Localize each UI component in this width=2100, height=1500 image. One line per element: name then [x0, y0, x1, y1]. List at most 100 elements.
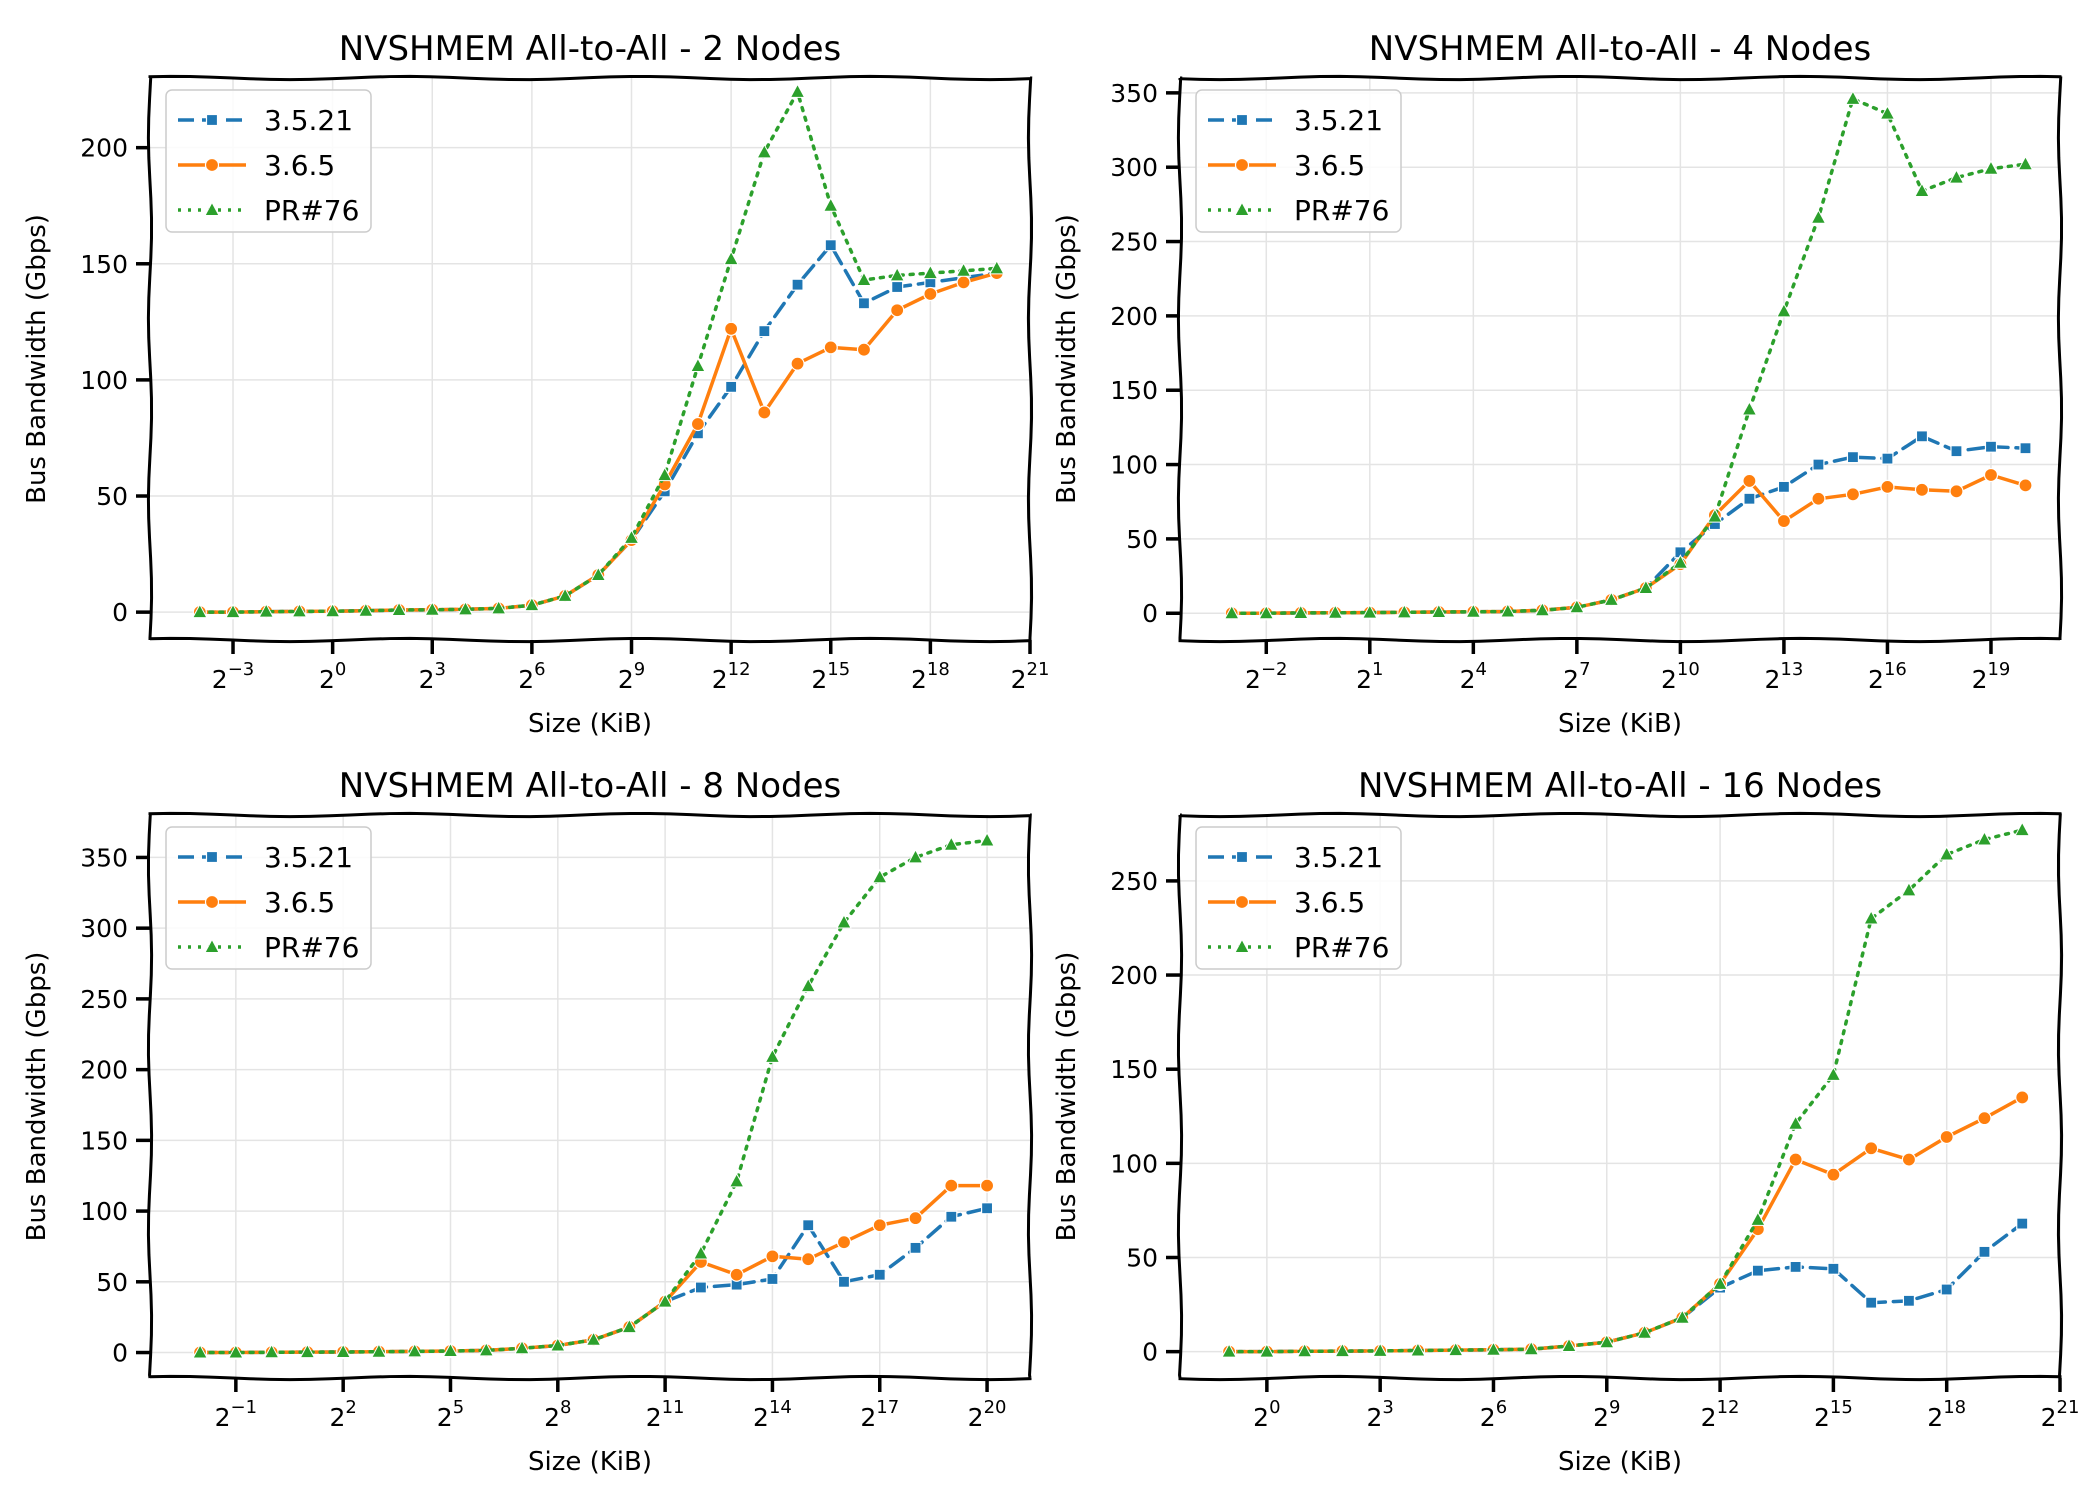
data-point-triangle — [1750, 1211, 1766, 1226]
data-point-triangle — [1259, 1343, 1275, 1358]
data-point-triangle — [1430, 603, 1447, 619]
x-tick-label: 20 — [319, 659, 346, 694]
data-point-triangle — [1810, 209, 1827, 224]
data-point-triangle — [764, 1048, 781, 1063]
data-point-triangle — [856, 271, 872, 287]
axis-bottom — [148, 636, 1032, 644]
data-point-circle — [1234, 894, 1250, 910]
data-point-circle — [908, 1211, 923, 1226]
series-line — [1227, 1221, 2024, 1354]
x-axis-label: Size (KiB) — [1558, 1447, 1682, 1477]
series-line — [1227, 828, 2024, 1354]
x-axis-label: Size (KiB) — [528, 1447, 652, 1477]
series-3-6-5 — [1224, 467, 2033, 621]
data-point-triangle — [335, 1343, 352, 1358]
data-point-triangle — [728, 1172, 745, 1188]
data-point-triangle — [1603, 591, 1620, 606]
legend-label: 3.5.21 — [1294, 104, 1383, 137]
axis-top — [148, 811, 1032, 819]
data-point-triangle — [800, 977, 817, 993]
grid — [150, 78, 1031, 640]
data-point-circle — [2015, 1090, 2030, 1105]
y-tick-label: 250 — [80, 985, 128, 1014]
x-tick-label: 2−3 — [212, 659, 254, 694]
y-tick-label: 50 — [96, 482, 128, 511]
data-point-triangle — [1598, 1333, 1615, 1349]
data-point-triangle — [263, 1343, 280, 1359]
data-point-triangle — [1776, 302, 1792, 318]
x-tick-label: 217 — [860, 1397, 899, 1432]
data-point-square — [2016, 1217, 2029, 1230]
data-point-triangle — [2017, 155, 2034, 171]
axis-left — [146, 76, 154, 641]
y-tick-label: 50 — [1126, 525, 1158, 554]
data-point-triangle — [623, 529, 640, 544]
y-tick-label: 150 — [80, 1126, 128, 1155]
axis-bottom — [1178, 636, 2062, 644]
x-tick-label: 212 — [1701, 1397, 1740, 1432]
y-tick-label: 250 — [1110, 228, 1158, 257]
y-tick-label: 200 — [80, 1056, 128, 1085]
y-tick-label: 50 — [96, 1268, 128, 1297]
data-point-circle — [790, 356, 805, 371]
series-3-5-21 — [193, 239, 1003, 619]
x-tick-label: 221 — [2041, 1397, 2080, 1432]
axis-bottom — [148, 1374, 1032, 1382]
data-point-triangle — [442, 1342, 459, 1357]
y-tick-label: 0 — [112, 1339, 128, 1368]
data-point-triangle — [955, 262, 972, 277]
data-point-triangle — [406, 1342, 423, 1358]
data-point-circle — [801, 1252, 816, 1267]
data-point-triangle — [656, 466, 673, 482]
y-tick-label: 350 — [1110, 79, 1158, 108]
data-point-triangle — [1334, 1342, 1351, 1358]
data-point-triangle — [225, 603, 241, 619]
data-point-triangle — [1845, 90, 1861, 105]
y-tick-label: 150 — [80, 250, 128, 279]
series-PR-76 — [1221, 821, 2031, 1358]
data-point-triangle — [1636, 1324, 1653, 1339]
data-point-square — [1812, 458, 1825, 471]
y-axis-label: Bus Bandwidth (Gbps) — [1052, 952, 1082, 1242]
data-point-square — [725, 380, 738, 393]
x-tick-label: 23 — [419, 659, 446, 694]
data-point-triangle — [1447, 1341, 1464, 1357]
data-point-circle — [923, 286, 938, 302]
data-point-triangle — [1465, 603, 1482, 618]
data-point-circle — [872, 1218, 887, 1233]
data-point-square — [980, 1202, 994, 1215]
data-point-triangle — [922, 264, 939, 280]
data-point-triangle — [979, 831, 995, 847]
data-point-square — [791, 278, 804, 291]
x-tick-label: 218 — [1927, 1397, 1966, 1432]
data-point-triangle — [1292, 604, 1309, 619]
data-point-circle — [724, 321, 739, 336]
data-point-triangle — [889, 266, 906, 282]
data-point-square — [694, 1281, 707, 1294]
axis-left — [1176, 76, 1184, 641]
series-3-6-5 — [1221, 1090, 2030, 1359]
data-point-triangle — [358, 602, 374, 617]
panel-2: NVSHMEM All-to-All - 4 Nodes 0 50 100 150 200… — [1052, 29, 2064, 739]
data-point-triangle — [1638, 579, 1654, 594]
axes-frame — [1176, 811, 2064, 1382]
data-point-triangle — [822, 197, 839, 212]
data-point-square — [1984, 440, 1998, 453]
data-point-square — [857, 297, 871, 310]
data-point-circle — [1939, 1129, 1954, 1145]
x-tick-label: 215 — [1814, 1397, 1853, 1432]
data-point-triangle — [585, 1331, 602, 1346]
x-tick-label: 213 — [1765, 659, 1804, 694]
data-point-square — [1235, 113, 1249, 127]
x-tick-label: 26 — [1480, 1397, 1507, 1432]
data-point-square — [1751, 1264, 1764, 1277]
legend: 3.5.21 3.6.5 PR#76 — [165, 826, 372, 970]
x-tick-label: 221 — [1011, 659, 1050, 694]
series-3-6-5 — [192, 265, 1004, 620]
data-point-square — [205, 850, 219, 864]
x-tick-label: 22 — [329, 1397, 356, 1432]
x-axis-label: Size (KiB) — [528, 709, 652, 739]
y-tick-label: 200 — [1110, 961, 1158, 990]
data-point-circle — [765, 1249, 780, 1264]
